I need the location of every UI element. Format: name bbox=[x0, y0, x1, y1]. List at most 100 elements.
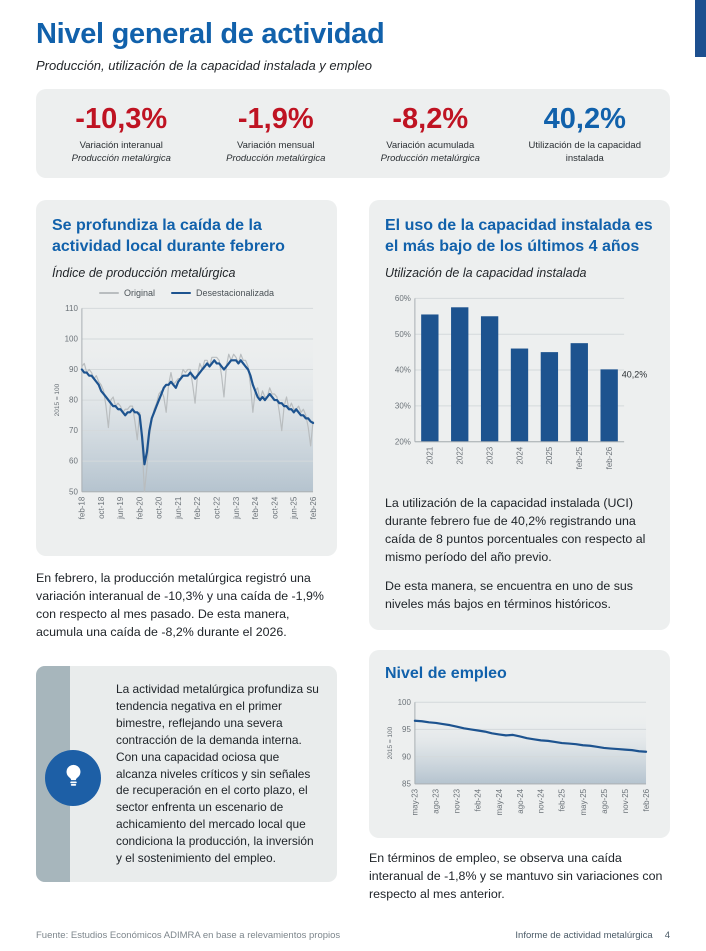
production-summary-paragraph: En febrero, la producción metalúrgica re… bbox=[36, 571, 324, 640]
kpi-value: -1,9% bbox=[237, 103, 314, 135]
svg-text:nov-24: nov-24 bbox=[537, 789, 546, 814]
svg-text:feb-18: feb-18 bbox=[78, 496, 87, 519]
svg-text:20%: 20% bbox=[395, 437, 411, 446]
legend-item-original: Original bbox=[98, 288, 155, 298]
kpi-label: Utilización de la capacidad instalada bbox=[528, 140, 641, 164]
svg-text:feb-25: feb-25 bbox=[558, 789, 567, 812]
svg-text:jun-25: jun-25 bbox=[290, 496, 299, 520]
svg-text:ago-24: ago-24 bbox=[516, 789, 525, 814]
svg-text:feb-25: feb-25 bbox=[575, 446, 584, 469]
svg-text:90: 90 bbox=[402, 753, 411, 762]
callout-text: La actividad metalúrgica profundiza su t… bbox=[116, 682, 319, 866]
svg-text:60: 60 bbox=[69, 457, 78, 466]
uci-paragraph-1: La utilización de la capacidad instalada… bbox=[385, 496, 646, 565]
employment-chart: 85 90 95 100 may-23 ago-23 nov-23 feb-24 may-24 a… bbox=[387, 698, 651, 816]
page-number: 4 bbox=[664, 930, 670, 941]
kpi-capacity-utilization: 40,2% Utilización de la capacidad instal… bbox=[508, 104, 663, 165]
svg-text:85: 85 bbox=[402, 780, 411, 789]
kpi-label: Variación acumulada bbox=[386, 140, 475, 152]
production-index-card: Se profundiza la caída de la actividad l… bbox=[36, 200, 337, 557]
svg-text:oct-20: oct-20 bbox=[155, 496, 164, 519]
svg-text:feb-20: feb-20 bbox=[135, 496, 144, 519]
legend-item-desestacionalizada: Desestacionalizada bbox=[170, 288, 275, 299]
kpi-accumulated-variation: -8,2% Variación acumulada Producción met… bbox=[353, 104, 508, 165]
kpi-label: Variación interanual bbox=[79, 140, 163, 152]
kpi-interannual-variation: -10,3% Variación interanual Producción m… bbox=[44, 104, 199, 165]
svg-text:oct-18: oct-18 bbox=[97, 496, 106, 519]
page-corner-accent bbox=[695, 0, 706, 57]
svg-text:2024: 2024 bbox=[515, 446, 524, 464]
legend-label: Desestacionalizada bbox=[195, 288, 275, 299]
original-line-swatch bbox=[98, 292, 119, 294]
svg-text:nov-23: nov-23 bbox=[453, 789, 462, 814]
seasonally-adjusted-line-swatch bbox=[170, 291, 191, 295]
svg-text:feb-26: feb-26 bbox=[309, 496, 318, 519]
svg-text:nov-25: nov-25 bbox=[621, 789, 630, 814]
svg-text:jun-19: jun-19 bbox=[116, 496, 125, 520]
uci-card-title: El uso de la capacidad instalada es el m… bbox=[385, 217, 653, 255]
production-card-subtitle: Índice de producción metalúrgica bbox=[52, 266, 236, 281]
svg-text:80: 80 bbox=[69, 396, 78, 405]
uci-paragraph-2: De esta manera, se encuentra en uno de s… bbox=[385, 579, 633, 611]
content-columns: Se profundiza la caída de la actividad l… bbox=[36, 200, 670, 904]
right-column: El uso de la capacidad instalada es el m… bbox=[369, 200, 670, 904]
kpi-value: -10,3% bbox=[75, 103, 168, 135]
capacity-utilization-card: El uso de la capacidad instalada es el m… bbox=[369, 200, 670, 630]
analysis-callout: La actividad metalúrgica profundiza su t… bbox=[36, 666, 337, 882]
svg-text:2023: 2023 bbox=[485, 446, 494, 464]
svg-text:2015 = 100: 2015 = 100 bbox=[387, 727, 394, 760]
svg-text:jun-23: jun-23 bbox=[232, 496, 241, 520]
svg-text:2021: 2021 bbox=[426, 446, 435, 464]
report-page: Nivel general de actividad Producción, u… bbox=[36, 18, 670, 904]
svg-text:2015 = 100: 2015 = 100 bbox=[54, 383, 61, 416]
svg-text:feb-26: feb-26 bbox=[605, 446, 614, 469]
kpi-value: -8,2% bbox=[392, 103, 469, 135]
svg-text:may-24: may-24 bbox=[495, 789, 504, 816]
svg-text:feb-24: feb-24 bbox=[251, 496, 260, 519]
svg-text:50: 50 bbox=[69, 487, 78, 496]
kpi-sublabel: Producción metalúrgica bbox=[71, 152, 171, 164]
svg-text:60%: 60% bbox=[395, 294, 411, 303]
employment-card-title: Nivel de empleo bbox=[385, 664, 507, 682]
svg-text:may-23: may-23 bbox=[411, 789, 420, 816]
page-subtitle: Producción, utilización de la capacidad … bbox=[36, 58, 373, 73]
svg-text:40%: 40% bbox=[395, 366, 411, 375]
svg-text:2022: 2022 bbox=[456, 446, 465, 464]
svg-text:100: 100 bbox=[398, 698, 412, 707]
page-footer: Fuente: Estudios Económicos ADIMRA en ba… bbox=[36, 930, 670, 941]
production-index-chart: 50 60 70 80 90 100 110 feb-18 oct-18 jun-19 feb-20… bbox=[54, 304, 318, 520]
svg-text:95: 95 bbox=[402, 725, 411, 734]
svg-text:110: 110 bbox=[65, 304, 78, 313]
svg-text:ago-25: ago-25 bbox=[600, 789, 609, 814]
svg-text:feb-22: feb-22 bbox=[193, 496, 202, 519]
uci-card-subtitle: Utilización de la capacidad instalada bbox=[385, 266, 587, 281]
capacity-utilization-chart: 20% 30% 40% 50% 60% 2021 2022 2023 2024 2025 feb-2… bbox=[395, 294, 647, 469]
footer-source: Fuente: Estudios Económicos ADIMRA en ba… bbox=[36, 930, 341, 941]
footer-report-title: Informe de actividad metalúrgica 4 bbox=[515, 930, 670, 941]
kpi-monthly-variation: -1,9% Variación mensual Producción metal… bbox=[199, 104, 354, 165]
svg-text:2025: 2025 bbox=[545, 446, 554, 464]
svg-text:40,2%: 40,2% bbox=[622, 369, 647, 379]
production-chart-legend: Original Desestacionalizada bbox=[52, 288, 321, 298]
svg-text:may-25: may-25 bbox=[579, 789, 588, 816]
kpi-label: Variación mensual bbox=[237, 140, 315, 152]
kpi-value: 40,2% bbox=[543, 103, 626, 135]
svg-text:100: 100 bbox=[65, 335, 79, 344]
page-title: Nivel general de actividad bbox=[36, 18, 385, 50]
left-column: Se profundiza la caída de la actividad l… bbox=[36, 200, 337, 882]
svg-text:jun-21: jun-21 bbox=[174, 496, 183, 520]
svg-text:oct-22: oct-22 bbox=[212, 496, 221, 519]
svg-text:feb-26: feb-26 bbox=[642, 789, 651, 812]
svg-text:50%: 50% bbox=[395, 330, 411, 339]
employment-card: Nivel de empleo 85 90 95 100 may-23 ago-23 nov… bbox=[369, 649, 670, 839]
svg-text:30%: 30% bbox=[395, 402, 411, 411]
footer-report-name: Informe de actividad metalúrgica bbox=[515, 930, 653, 941]
employment-paragraph: En términos de empleo, se observa una ca… bbox=[369, 851, 663, 902]
callout-badge bbox=[45, 750, 101, 806]
kpi-sublabel: Producción metalúrgica bbox=[226, 152, 326, 164]
svg-text:ago-23: ago-23 bbox=[432, 789, 441, 814]
svg-text:feb-24: feb-24 bbox=[474, 789, 483, 812]
svg-text:90: 90 bbox=[69, 365, 78, 374]
svg-text:oct-24: oct-24 bbox=[270, 496, 279, 519]
production-card-title: Se profundiza la caída de la actividad l… bbox=[52, 217, 285, 255]
